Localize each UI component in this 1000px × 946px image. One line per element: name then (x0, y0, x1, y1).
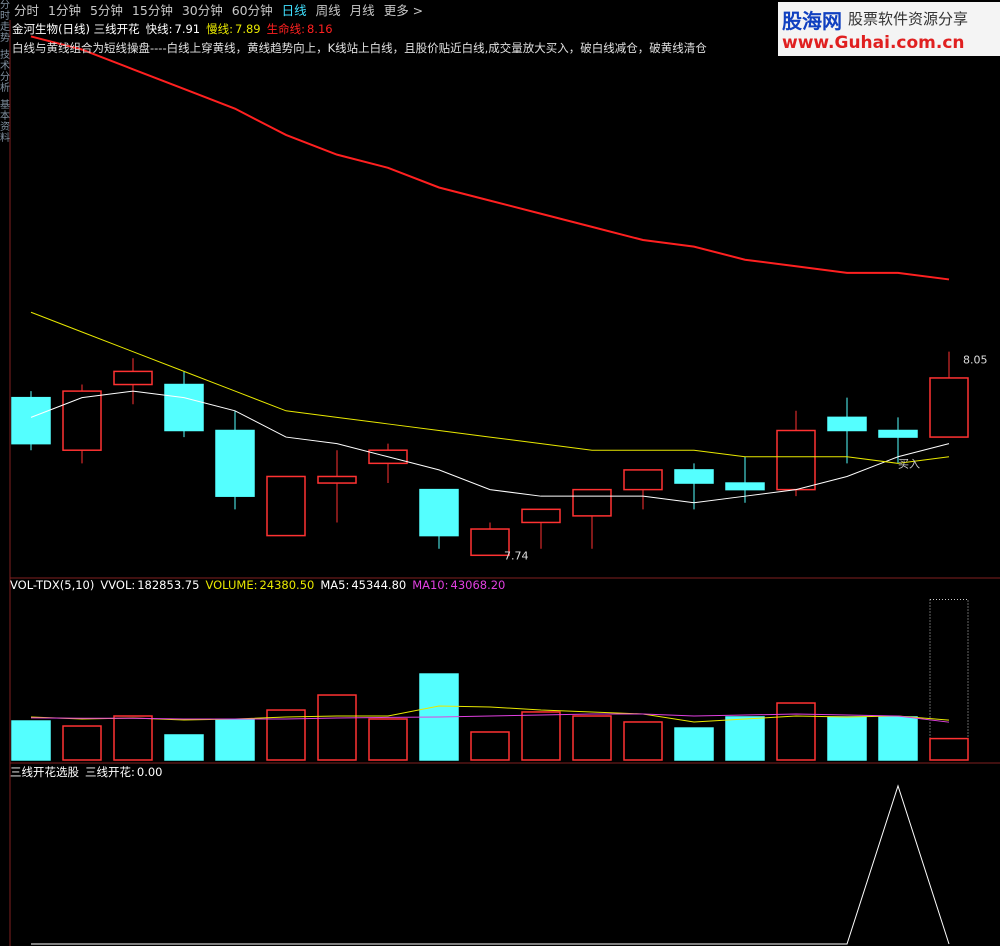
logo-name: 股海网 (782, 9, 842, 33)
vvol-value: 182853.75 (137, 578, 200, 592)
indicator-name: 慢线: (206, 22, 233, 36)
indicator-name: 三线开花: (85, 765, 135, 779)
candle-body (776, 429, 816, 491)
candle-body (113, 370, 153, 386)
high-label: 8.05 (963, 354, 988, 367)
tab[interactable]: 更多 > (383, 3, 424, 18)
volume-bar (776, 702, 816, 761)
side-tab[interactable]: 分时走势 (0, 0, 10, 44)
candle-body (164, 383, 204, 432)
indicator-value: 8.16 (306, 22, 333, 36)
candle-body (623, 469, 663, 491)
vvol-name: VVOL: (100, 578, 136, 592)
ma-name: MA10: (412, 578, 449, 592)
volume-bar (521, 711, 561, 761)
signal-header: 三线开花选股 三线开花: 0.00 (10, 764, 168, 780)
volume-bar (62, 725, 102, 761)
indicator-name: 快线: (145, 22, 173, 36)
volume-bar (623, 721, 663, 761)
period-tabs: 分时 1分钟 5分钟 15分钟 30分钟 60分钟 日线 周线 月线 更多 > (14, 0, 432, 19)
candle-body (419, 488, 459, 537)
tab[interactable]: 分时 (14, 3, 40, 18)
volume-header: VOL-TDX(5,10) VVOL: 182853.75 VOLUME: 24380.… (10, 578, 511, 592)
volume-bar (827, 716, 867, 761)
tab[interactable]: 5分钟 (89, 3, 123, 18)
volume-bar (725, 716, 765, 761)
candle-body (215, 429, 255, 497)
side-tab[interactable]: 技术分析 (0, 50, 10, 94)
indicator-value: 0.00 (136, 765, 163, 779)
ma-line (30, 390, 950, 504)
candle-body (521, 508, 561, 524)
vvol-box (929, 598, 969, 761)
sidebar: 分时走势技术分析基本资料 (0, 0, 10, 150)
candle-body (929, 377, 969, 438)
side-tab[interactable]: 基本资料 (0, 100, 10, 144)
volume-ma-line (30, 705, 950, 723)
tab[interactable]: 60分钟 (231, 3, 273, 18)
ma-line (30, 311, 950, 464)
volume-bar (572, 715, 612, 761)
volume-bar (317, 694, 357, 761)
volume-value: 24380.50 (259, 578, 315, 592)
tab[interactable]: 月线 (349, 3, 375, 18)
volume-name: VOLUME: (205, 578, 258, 592)
title: VOL-TDX(5,10) (10, 578, 95, 592)
volume-bar (11, 720, 51, 761)
candle-body (827, 416, 867, 432)
candle-body (725, 482, 765, 491)
candle-body (878, 429, 918, 438)
volume-bar (113, 715, 153, 761)
volume-bar (215, 719, 255, 761)
candle-body (266, 475, 306, 537)
volume-bar (878, 716, 918, 761)
indicator-value: 7.89 (235, 22, 261, 36)
volume-bar (368, 718, 408, 761)
ma-name: MA5: (320, 578, 350, 592)
candle-body (317, 475, 357, 484)
candle-body (674, 469, 714, 484)
tab[interactable]: 1分钟 (48, 3, 81, 18)
volume-bar (164, 734, 204, 761)
ma-value: 45344.80 (351, 578, 407, 592)
logo-url: www.Guhai.com.cn (782, 33, 965, 53)
ma-value: 43068.20 (450, 578, 506, 592)
indicator-value: 7.91 (174, 22, 201, 36)
indicator-name: 生命线: (266, 22, 305, 36)
candle-body (572, 488, 612, 517)
volume-bar (470, 731, 510, 761)
life-line (30, 35, 950, 281)
price-header: 金河生物(日线) 三线开花 快线: 7.91 慢线: 7.89 生命线: 8.16 (12, 21, 339, 37)
low-label: 7.74 (504, 549, 529, 562)
candle-body (62, 390, 102, 451)
signal-line (31, 784, 950, 945)
logo: 股海网 股票软件资源分享 www.Guhai.com.cn (778, 2, 1000, 56)
candle-body (470, 528, 510, 557)
signal-label: 买入 (898, 457, 920, 470)
tab[interactable]: 日线 (281, 3, 307, 18)
volume-bar (674, 727, 714, 761)
volume-bar (929, 737, 969, 761)
title: 三线开花选股 (10, 765, 79, 779)
logo-slogan: 股票软件资源分享 (848, 10, 969, 28)
title: 金河生物(日线) 三线开花 (12, 22, 140, 36)
tab[interactable]: 15分钟 (131, 3, 173, 18)
volume-ma-line (30, 713, 950, 723)
description: 白线与黄线组合为短线操盘----白线上穿黄线，黄线趋势向上，K线站上白线，且股价… (12, 41, 707, 55)
tab[interactable]: 周线 (315, 3, 341, 18)
candle-body (11, 396, 51, 445)
tab[interactable]: 30分钟 (181, 3, 223, 18)
